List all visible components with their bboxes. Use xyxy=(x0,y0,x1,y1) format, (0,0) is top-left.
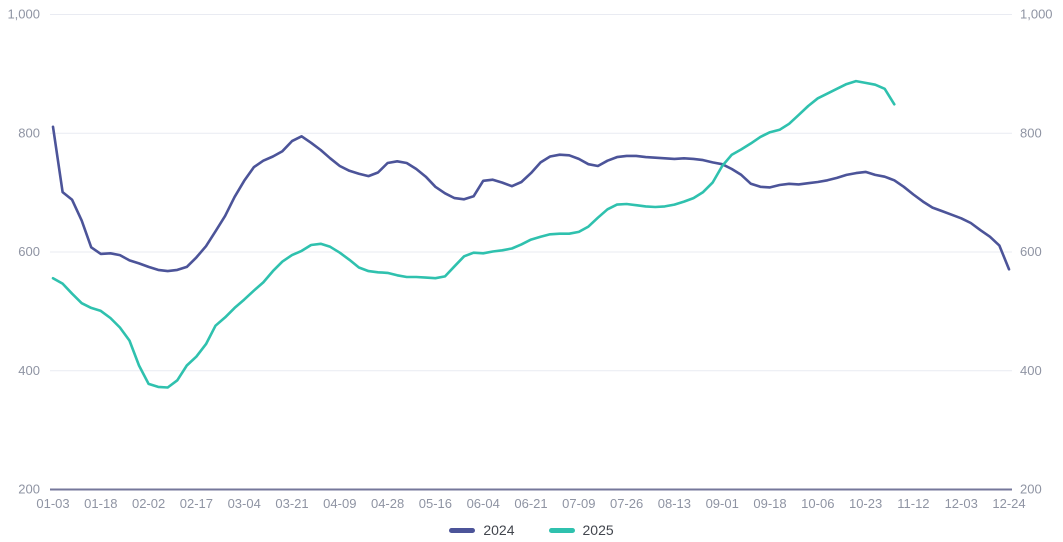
legend-swatch-2025 xyxy=(548,527,575,533)
x-tick-label-10-06: 10-06 xyxy=(801,496,834,511)
series-line-2024[interactable] xyxy=(51,125,1011,273)
legend-item-2025[interactable]: 2025 xyxy=(548,522,614,538)
y-tick-label-left-400: 400 xyxy=(18,363,40,378)
y-tick-label-right-200: 200 xyxy=(1020,482,1042,497)
chart-legend: 2024 2025 xyxy=(0,522,1063,538)
x-tick-label-04-28: 04-28 xyxy=(371,496,404,511)
legend-swatch-2024 xyxy=(449,527,476,533)
legend-item-2024[interactable]: 2024 xyxy=(449,522,515,538)
y-tick-label-left-1000: 1,000 xyxy=(7,7,40,22)
x-tick-label-06-21: 06-21 xyxy=(514,496,547,511)
x-tick-label-12-24: 12-24 xyxy=(992,496,1025,511)
x-tick-label-02-02: 02-02 xyxy=(132,496,165,511)
y-tick-label-left-600: 600 xyxy=(18,244,40,259)
x-tick-label-03-21: 03-21 xyxy=(275,496,308,511)
x-tick-label-07-09: 07-09 xyxy=(562,496,595,511)
x-tick-label-10-23: 10-23 xyxy=(849,496,882,511)
legend-label-2025: 2025 xyxy=(582,522,614,538)
x-tick-label-02-17: 02-17 xyxy=(180,496,213,511)
x-tick-label-04-09: 04-09 xyxy=(323,496,356,511)
x-tick-label-09-01: 09-01 xyxy=(706,496,739,511)
y-tick-label-left-200: 200 xyxy=(18,482,40,497)
legend-label-2024: 2024 xyxy=(483,522,515,538)
y-tick-label-right-1000: 1,000 xyxy=(1020,7,1053,22)
x-tick-label-05-16: 05-16 xyxy=(419,496,452,511)
x-tick-label-08-13: 08-13 xyxy=(658,496,691,511)
x-tick-label-01-18: 01-18 xyxy=(84,496,117,511)
x-tick-label-09-18: 09-18 xyxy=(753,496,786,511)
x-tick-label-03-04: 03-04 xyxy=(228,496,261,511)
y-tick-label-right-400: 400 xyxy=(1020,363,1042,378)
x-tick-label-12-03: 12-03 xyxy=(945,496,978,511)
x-tick-label-07-26: 07-26 xyxy=(610,496,643,511)
series-line-2025[interactable] xyxy=(51,79,896,389)
y-tick-label-right-600: 600 xyxy=(1020,244,1042,259)
x-tick-label-06-04: 06-04 xyxy=(467,496,500,511)
y-tick-label-right-800: 800 xyxy=(1020,125,1042,140)
y-tick-label-left-800: 800 xyxy=(18,125,40,140)
x-tick-label-01-03: 01-03 xyxy=(36,496,69,511)
x-tick-label-11-12: 11-12 xyxy=(897,496,929,511)
